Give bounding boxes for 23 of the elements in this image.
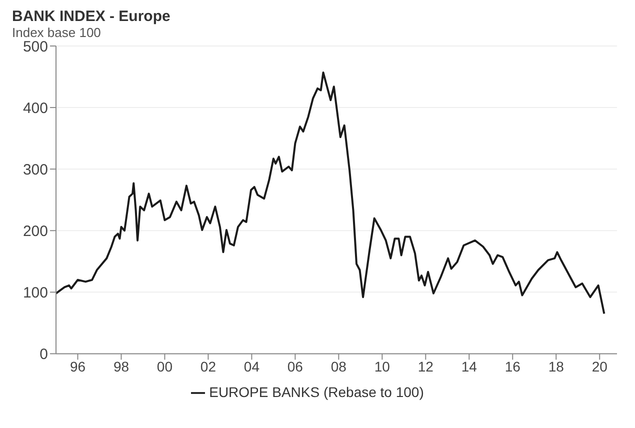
y-tick-label: 500 <box>22 38 48 56</box>
x-tick-label: 12 <box>418 358 434 375</box>
y-tick-label: 100 <box>22 284 48 302</box>
y-tick-label: 200 <box>22 222 48 240</box>
x-tick-label: 16 <box>504 358 521 375</box>
y-tick-label: 0 <box>40 346 48 364</box>
chart-subtitle: Index base 100 <box>12 25 102 40</box>
x-tick-label: 08 <box>330 358 347 375</box>
y-tick-label: 400 <box>22 100 48 117</box>
y-tick-label: 300 <box>22 161 48 178</box>
x-tick-label: 20 <box>592 358 608 375</box>
x-tick-label: 00 <box>156 358 173 375</box>
x-tick-label: 02 <box>200 358 216 375</box>
x-tick-label: 14 <box>461 358 478 375</box>
x-tick-label: 04 <box>244 358 260 375</box>
x-tick-label: 98 <box>113 358 130 375</box>
x-tick-label: 06 <box>287 358 304 375</box>
legend-label: EUROPE BANKS (Rebase to 100) <box>209 384 424 400</box>
x-tick-label: 96 <box>70 358 86 375</box>
chart-title: BANK INDEX - Europe <box>12 8 172 25</box>
line-series <box>56 71 606 315</box>
x-tick-label: 18 <box>548 358 564 375</box>
x-tick-label: 10 <box>374 358 390 375</box>
